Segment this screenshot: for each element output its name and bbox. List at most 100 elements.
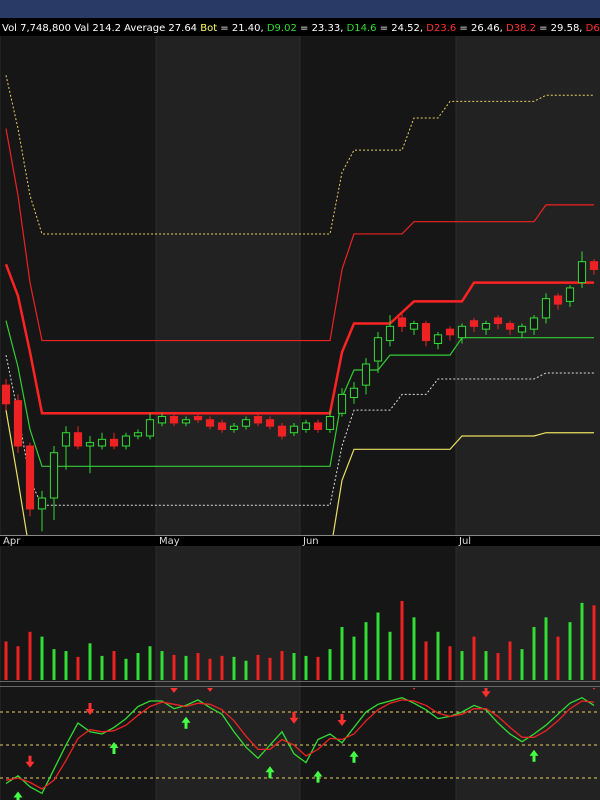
volume-bar [472, 636, 476, 680]
x-tick-label: May [159, 536, 180, 547]
candle-body [229, 425, 239, 430]
buy-arrow [109, 742, 119, 754]
candle-body [265, 419, 275, 427]
buy-arrow [13, 791, 23, 800]
header-part: = 21.40, [217, 23, 267, 34]
candle-body [133, 432, 143, 437]
header-part: Bot [200, 23, 217, 34]
sell-arrow [592, 688, 596, 690]
volume-bar [400, 600, 404, 680]
volume-bar [580, 602, 584, 680]
volume-bar [184, 655, 188, 680]
candle-body [385, 325, 395, 342]
candle-body [517, 325, 527, 333]
candle-body [349, 387, 359, 399]
volume-panel [4, 600, 596, 680]
candle-body [373, 337, 383, 362]
candle-body [277, 425, 287, 437]
volume-bar [424, 641, 428, 680]
candle-body [541, 298, 551, 319]
candle-body [121, 435, 131, 447]
candle-body [577, 261, 587, 284]
volume-bar [208, 658, 212, 680]
sell-arrow [207, 688, 213, 692]
volume-bar [172, 654, 176, 680]
candle-body [505, 323, 515, 330]
price-panel [1, 75, 599, 535]
volume-bar [592, 605, 596, 680]
sell-arrow [85, 703, 95, 715]
volume-bar [304, 655, 308, 680]
volume-bar [388, 631, 392, 680]
buy-arrow [181, 716, 191, 729]
volume-bar [520, 649, 524, 680]
sell-arrow [25, 755, 35, 768]
candle-body [61, 432, 71, 447]
sell-arrow [170, 688, 178, 693]
candle-body [457, 325, 467, 339]
volume-bar [352, 636, 356, 680]
level-line [5, 128, 594, 342]
candle-body [217, 422, 227, 430]
candle-body [241, 419, 251, 427]
volume-bar [268, 657, 272, 680]
header-part: D9.02 [267, 23, 297, 34]
buy-arrow [313, 770, 323, 783]
candle-body [589, 261, 599, 270]
candle-body [325, 416, 335, 430]
oscillator-line [5, 699, 595, 790]
header-part: D38.2 [506, 23, 536, 34]
candle-body [253, 416, 263, 424]
title-bar [0, 0, 600, 18]
oscillator-panel [0, 688, 600, 800]
volume-bar [508, 641, 512, 680]
volume-bar [448, 646, 452, 680]
candle-body [565, 287, 575, 302]
header-part: Vol 7,748,800 Val 214.2 Average 27.64 [2, 23, 200, 34]
candle-body [313, 422, 323, 430]
candle-body [289, 425, 299, 434]
candle-body [37, 497, 47, 510]
candle-body [181, 419, 191, 424]
volume-bar [136, 653, 140, 680]
candle-body [553, 295, 563, 305]
candle-body [421, 323, 431, 342]
volume-bar [328, 649, 332, 680]
volume-bar [280, 651, 284, 680]
candle-body [73, 432, 83, 447]
axis-strip [0, 536, 600, 546]
volume-bar [412, 617, 416, 680]
x-tick-label: Jun [302, 536, 319, 547]
volume-bar [88, 643, 92, 680]
header: Vol 7,748,800 Val 214.2 Average 27.64 Bo… [2, 23, 600, 34]
volume-bar [4, 641, 8, 680]
level-line [5, 410, 594, 535]
sell-arrow [289, 711, 299, 724]
level-line [5, 75, 594, 235]
candle-body [493, 317, 503, 325]
candle-body [433, 334, 443, 344]
level-line [4, 263, 594, 415]
buy-arrow [529, 749, 539, 762]
month-band [156, 36, 300, 800]
candle-body [49, 452, 59, 499]
x-tick-label: Jul [458, 536, 471, 547]
volume-bar [16, 646, 20, 680]
volume-bar [124, 658, 128, 680]
candle-body [157, 416, 167, 424]
volume-bar [532, 626, 536, 680]
volume-bar [244, 660, 248, 680]
volume-bar [148, 646, 152, 680]
buy-arrow [265, 766, 275, 779]
candle-body [397, 317, 407, 327]
volume-bar [220, 655, 224, 680]
volume-bar [568, 622, 572, 680]
volume-bar [316, 656, 320, 680]
candle-body [109, 438, 119, 447]
volume-bar [28, 631, 32, 680]
header-part: D23.6 [426, 23, 456, 34]
oscillator-line [5, 696, 595, 795]
volume-bar [496, 653, 500, 680]
